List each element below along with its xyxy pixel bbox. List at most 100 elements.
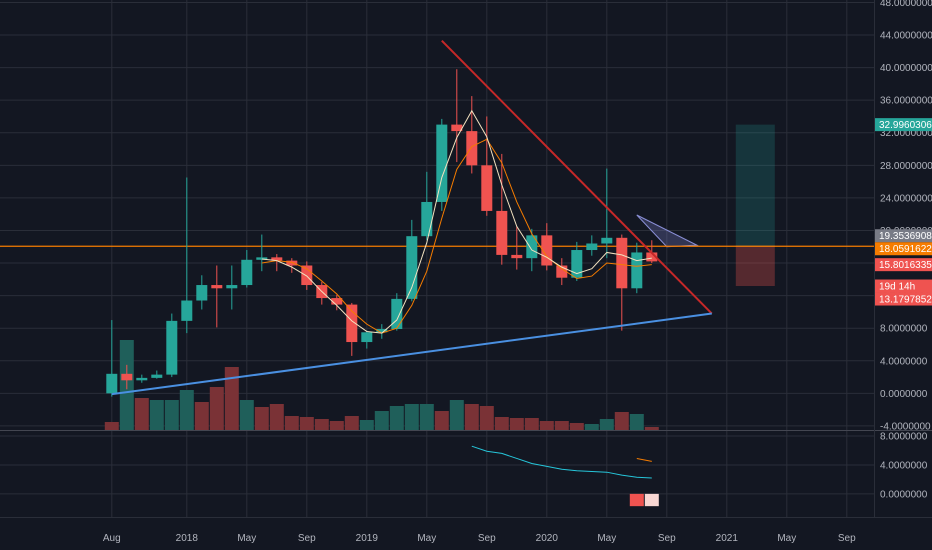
candle-body[interactable] [136,377,148,381]
time-axis-label: May [237,533,256,544]
price-tag [875,118,932,132]
time-axis-label: Sep [298,533,316,544]
volume-bar [569,423,584,430]
volume-bar [209,387,224,430]
price-axis-label: 40.0000000 [880,63,932,74]
descending-trendline[interactable] [441,40,713,315]
price-axis-label: 48.0000000 [880,0,932,9]
candle-body[interactable] [241,259,253,286]
candle-body[interactable] [331,298,343,305]
volume-bar [359,420,374,430]
volume-bar [404,404,419,430]
volume-bar [464,404,479,430]
volume-bar [524,418,539,430]
time-axis-label: May [417,533,436,544]
candle-body[interactable] [226,285,238,289]
candle-body[interactable] [556,265,568,278]
price-axis-label: 8.0000000 [880,324,928,335]
volume-bar [284,416,299,430]
candle-body[interactable] [346,304,358,343]
candle-body[interactable] [286,260,298,266]
price-axis-label: 4.0000000 [880,356,928,367]
candle-body[interactable] [451,124,463,132]
ascending-trendline[interactable] [111,312,712,396]
candle-body[interactable] [256,257,268,260]
price-axis-label: 24.0000000 [880,193,932,204]
price-tag [875,292,932,306]
ma-fast-line [261,109,652,334]
volume-bar [224,367,239,430]
candle-body[interactable] [121,373,133,381]
candle-body[interactable] [151,374,163,378]
candle-body[interactable] [376,329,388,333]
volume-bar [479,406,494,430]
price-tag-label: 18.0591622 [879,244,932,255]
candle-body[interactable] [496,210,508,255]
volume-bar [389,406,404,430]
volume-bar [509,418,524,430]
candle-body[interactable] [526,235,538,259]
volume-bar [179,390,194,430]
volume-bar [434,411,449,430]
candle-body[interactable] [211,285,223,289]
candle-body[interactable] [406,236,418,299]
time-axis-label: Sep [838,533,856,544]
volume-bar [194,402,209,430]
volume-bar [494,417,509,430]
time-axis-label: 2019 [356,533,379,544]
candle-body[interactable] [181,300,193,321]
price-tag [875,279,932,293]
price-axis-label: 44.0000000 [880,31,932,42]
price-tag-label: 19d 14h [879,282,915,293]
candle-body[interactable] [541,235,553,266]
volume-bar [134,398,149,430]
candle-body[interactable] [436,124,448,202]
candle-body[interactable] [421,201,433,237]
volume-bar [239,400,254,430]
volume-bar [299,417,314,430]
volume-bar [539,421,554,430]
candle-body[interactable] [646,252,658,262]
volume-bar [269,404,284,430]
candle-body[interactable] [586,243,598,251]
candle-body[interactable] [106,373,118,394]
candle-body[interactable] [166,320,178,375]
oscillator-signal-line [636,457,652,462]
candle-body[interactable] [601,237,613,244]
candle-body[interactable] [301,265,313,286]
osc-axis-label: 0.0000000 [880,489,928,500]
volume-bar [374,411,389,430]
candle-body[interactable] [511,254,523,259]
volume-bar [164,400,179,430]
candle-body[interactable] [196,285,208,301]
price-axis-label: 36.0000000 [880,96,932,107]
time-axis-label: Aug [103,533,121,544]
ma-slow-line [261,138,652,334]
candle-body[interactable] [271,257,283,261]
time-axis-label: Sep [478,533,496,544]
candle-body[interactable] [391,298,403,330]
volume-bar [584,424,599,430]
volume-bar [254,407,269,430]
oscillator-line [471,445,652,479]
oscillator-histogram-bar [629,493,644,507]
volume-bar [314,419,329,430]
time-axis-label: Sep [658,533,676,544]
position-stop-zone[interactable] [735,246,775,287]
volume-bar [104,422,119,430]
candle-body[interactable] [361,332,373,343]
candle-body[interactable] [571,250,583,278]
volume-bar [344,416,359,430]
price-axis-label: 28.0000000 [880,161,932,172]
candle-body[interactable] [616,237,628,289]
price-axis-label: -4.0000000 [880,421,931,432]
oscillator-histogram-bar [644,493,659,507]
candle-body[interactable] [466,131,478,166]
candle-body[interactable] [631,252,643,289]
price-axis-label: 0.0000000 [880,389,928,400]
candle-body[interactable] [481,165,493,211]
osc-axis-label: 4.0000000 [880,460,928,471]
position-target-zone[interactable] [735,124,775,247]
